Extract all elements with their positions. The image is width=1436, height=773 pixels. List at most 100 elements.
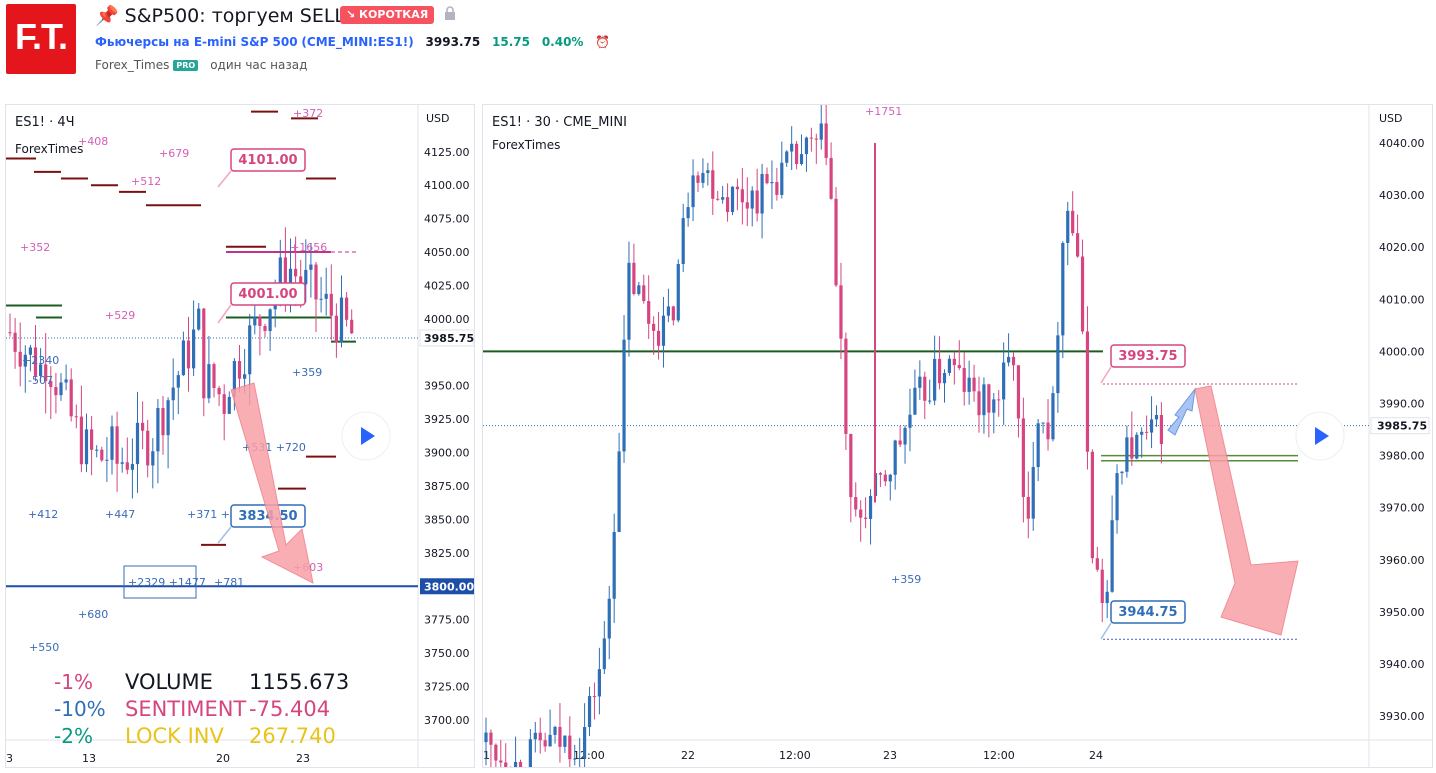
candle-body (780, 162, 784, 195)
candle-body (39, 364, 43, 376)
candle-body (161, 407, 165, 436)
candle-body (146, 430, 150, 466)
candle-body (617, 451, 621, 532)
candle-body (299, 276, 303, 285)
label-entry-pointer (1100, 366, 1112, 384)
candle-body (217, 388, 221, 395)
candle-body (1046, 422, 1050, 440)
candle-body (632, 262, 636, 294)
candle-body (607, 598, 611, 639)
play-icon (1315, 427, 1329, 445)
candle-body (1125, 437, 1129, 472)
candle-body (278, 257, 282, 293)
candle-body (790, 143, 794, 152)
up-arrow (1167, 387, 1196, 436)
candle-body (1105, 591, 1109, 604)
trade-annotation: +371 +49 (187, 508, 244, 521)
candle-body (799, 154, 804, 165)
trade-annotation: +352 (20, 241, 50, 254)
candle-body (499, 760, 503, 763)
candle-body (1041, 422, 1045, 424)
candle-body (543, 740, 547, 747)
candle-body (652, 323, 656, 331)
candle-body (923, 376, 927, 401)
candle-body (130, 464, 134, 470)
candle-body (202, 308, 206, 399)
alarm-clock-icon[interactable]: ⏰ (595, 35, 611, 49)
candle-body (120, 462, 124, 464)
candle-body (908, 414, 912, 428)
candle-body (834, 198, 838, 286)
y-tick-label: 3925.00 (424, 413, 470, 426)
candle-body (533, 732, 537, 740)
indicator-pct: -2% (54, 724, 93, 748)
play-icon (361, 427, 375, 445)
candle-body (770, 182, 774, 184)
candle-body (334, 315, 338, 343)
candle-body (319, 298, 323, 300)
candle-body (268, 309, 272, 331)
y-tick-label: 3990.00 (1379, 398, 1425, 411)
candle-body (691, 175, 695, 208)
candle-body (237, 361, 242, 379)
chart-4h-svg[interactable]: USD 4125.00 4100.00 4075.00 4050.00 4025.00 40… (6, 105, 474, 767)
candle-body (967, 377, 971, 392)
candle-body (44, 364, 48, 382)
y-tick-label: 3825.00 (424, 547, 470, 560)
trade-annotation: +359 (891, 573, 921, 586)
label-4101-pointer (217, 170, 232, 188)
candle-body (304, 269, 308, 285)
candle-body (504, 762, 508, 767)
author-name[interactable]: Forex_Times (95, 58, 170, 72)
candle-body (844, 338, 848, 434)
chart-4h-panel[interactable]: USD 4125.00 4100.00 4075.00 4050.00 4025.00 40… (5, 104, 475, 768)
candle-body (760, 173, 764, 214)
candle-body (309, 264, 313, 270)
candle-body (1066, 210, 1070, 243)
candle-body (992, 399, 996, 413)
candle-body (288, 268, 293, 290)
candle-body (1006, 356, 1011, 363)
y-tick-label: 4010.00 (1379, 293, 1425, 306)
idea-title-text: S&P500: торгуем SELL. (124, 5, 352, 27)
candle-body (809, 137, 813, 139)
chart-30m-svg[interactable]: USD 4040.00 4030.00 4020.00 4010.00 4000.00 39… (483, 105, 1432, 767)
trade-annotation: +1751 (865, 105, 902, 118)
candle-body (661, 315, 666, 346)
y-tick-label: 3980.00 (1379, 450, 1425, 463)
symbol-link[interactable]: Фьючерсы на E-mini S&P 500 (95, 35, 298, 49)
price-change: 15.75 (492, 35, 530, 49)
chart-30m-panel[interactable]: USD 4040.00 4030.00 4020.00 4010.00 4000.00 39… (482, 104, 1433, 768)
candle-body (33, 347, 38, 376)
candle-body (883, 474, 887, 482)
candle-body (587, 696, 592, 728)
pro-badge: PRO (173, 60, 199, 71)
candle-body (18, 351, 22, 367)
y-tick-label: 4050.00 (424, 246, 470, 259)
symbol-code-link[interactable]: (CME_MINI:ES1!) (301, 35, 414, 49)
candle-body (484, 732, 488, 743)
candle-body (528, 739, 532, 767)
y-tick-label: 4025.00 (424, 279, 470, 292)
author-line: Forex_Times PRO один час назад (95, 58, 307, 72)
candle-body (339, 297, 344, 343)
candle-body (814, 138, 818, 140)
forextimes-logo[interactable]: F.T. (6, 4, 76, 74)
candle-body (1016, 365, 1021, 419)
candle-body (972, 377, 976, 392)
candle-body (721, 197, 725, 200)
candle-body (1011, 356, 1016, 366)
candle-body (893, 440, 897, 475)
candle-body (987, 384, 991, 413)
indicator-value: 267.740 (249, 724, 336, 748)
support-level-value: 3800.00 (424, 580, 474, 593)
x-tick-label: 13 (82, 752, 96, 765)
candle-body (84, 429, 89, 465)
x-tick-label: 23 (883, 749, 897, 762)
candle-body (898, 440, 902, 445)
currency-label: USD (426, 112, 450, 125)
candle-body (1130, 437, 1134, 459)
support-level-tag (420, 578, 474, 595)
candle-body (1071, 210, 1075, 234)
candle-body (350, 319, 354, 334)
